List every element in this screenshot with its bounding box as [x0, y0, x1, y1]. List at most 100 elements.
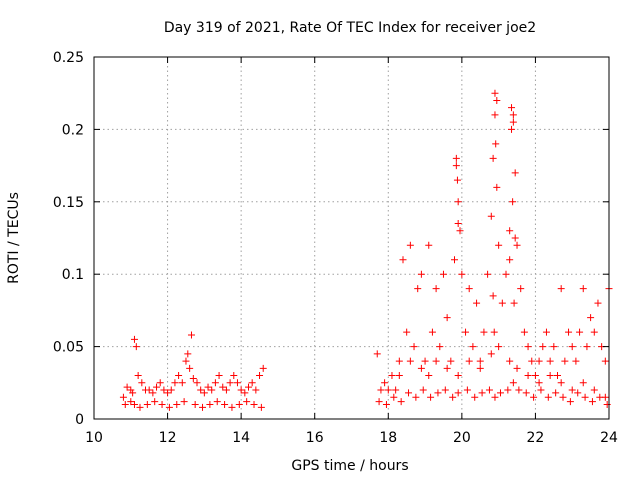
- data-point: [552, 389, 560, 397]
- data-point: [417, 270, 425, 278]
- data-point: [447, 357, 455, 365]
- x-tick-label: 20: [453, 430, 471, 446]
- data-point: [414, 285, 422, 293]
- data-point: [509, 198, 517, 206]
- data-point: [421, 357, 429, 365]
- data-point: [143, 401, 151, 409]
- y-axis-title: ROTI / TECUs: [6, 192, 22, 284]
- data-point: [520, 328, 528, 336]
- data-point: [522, 389, 530, 397]
- data-point: [550, 343, 558, 351]
- data-point: [417, 364, 425, 372]
- data-point: [375, 398, 383, 406]
- x-tick-label: 14: [232, 430, 250, 446]
- data-point: [565, 328, 573, 336]
- data-point: [465, 285, 473, 293]
- y-tick-label: 0.15: [53, 195, 84, 211]
- data-points: [119, 89, 613, 411]
- data-point: [465, 357, 473, 365]
- data-point: [451, 256, 458, 264]
- data-point: [439, 270, 447, 278]
- data-point: [508, 104, 516, 112]
- data-point: [164, 389, 172, 397]
- x-tick-label: 18: [379, 430, 397, 446]
- data-point: [476, 364, 484, 372]
- data-point: [463, 386, 471, 394]
- data-point: [487, 350, 495, 358]
- data-point: [208, 386, 216, 394]
- data-point: [590, 386, 598, 394]
- y-tick-label: 0.2: [62, 122, 84, 138]
- data-point: [544, 393, 552, 401]
- data-point: [235, 401, 243, 409]
- data-point: [587, 314, 595, 322]
- data-point: [594, 299, 602, 307]
- data-point: [171, 379, 179, 387]
- data-point: [452, 162, 460, 170]
- y-tick-label: 0.25: [53, 50, 84, 66]
- data-point: [449, 393, 457, 401]
- data-point: [561, 357, 569, 365]
- data-point: [498, 299, 506, 307]
- data-point: [478, 389, 486, 397]
- data-point: [245, 383, 252, 391]
- data-point: [574, 389, 582, 397]
- data-point: [443, 364, 451, 372]
- data-point: [127, 398, 135, 406]
- data-point: [454, 372, 462, 380]
- data-point: [395, 372, 403, 380]
- data-point: [588, 398, 596, 406]
- data-point: [454, 198, 462, 206]
- data-point: [165, 403, 173, 411]
- data-point: [230, 372, 238, 380]
- data-point: [469, 343, 477, 351]
- data-point: [454, 220, 462, 228]
- data-point: [410, 343, 418, 351]
- data-point: [226, 379, 234, 387]
- data-point: [495, 343, 503, 351]
- data-point: [524, 372, 532, 380]
- data-point: [199, 403, 207, 411]
- data-point: [517, 285, 525, 293]
- data-point: [515, 386, 523, 394]
- data-point: [453, 176, 461, 184]
- data-point: [250, 401, 258, 409]
- y-tick-label: 0.05: [53, 340, 84, 356]
- y-axis-ticks: 0 0.05 0.1 0.15 0.2 0.25: [53, 50, 609, 428]
- data-point: [381, 379, 389, 387]
- data-point: [390, 393, 398, 401]
- data-point: [259, 364, 267, 372]
- data-point: [603, 401, 611, 409]
- data-point: [489, 292, 497, 300]
- data-point: [145, 386, 153, 394]
- x-tick-label: 22: [527, 430, 545, 446]
- data-point: [219, 383, 227, 391]
- data-point: [566, 398, 574, 406]
- data-point: [441, 386, 449, 394]
- data-point: [509, 379, 517, 387]
- data-point: [568, 343, 576, 351]
- plot-frame: [93, 56, 610, 420]
- data-point: [184, 350, 192, 358]
- data-point: [178, 379, 186, 387]
- data-point: [504, 386, 512, 394]
- data-point: [180, 398, 188, 406]
- data-point: [510, 299, 518, 307]
- data-point: [412, 393, 420, 401]
- data-point: [153, 383, 161, 391]
- data-point: [399, 256, 407, 264]
- data-point: [491, 89, 499, 97]
- data-point: [485, 386, 493, 394]
- data-point: [492, 140, 500, 148]
- data-point: [531, 372, 539, 380]
- data-point: [491, 111, 499, 119]
- data-point: [434, 389, 442, 397]
- data-point: [425, 372, 433, 380]
- data-point: [508, 125, 516, 133]
- data-point: [233, 379, 241, 387]
- x-axis-title: GPS time / hours: [291, 458, 408, 474]
- data-point: [462, 328, 470, 336]
- data-point: [559, 393, 567, 401]
- data-point: [583, 343, 591, 351]
